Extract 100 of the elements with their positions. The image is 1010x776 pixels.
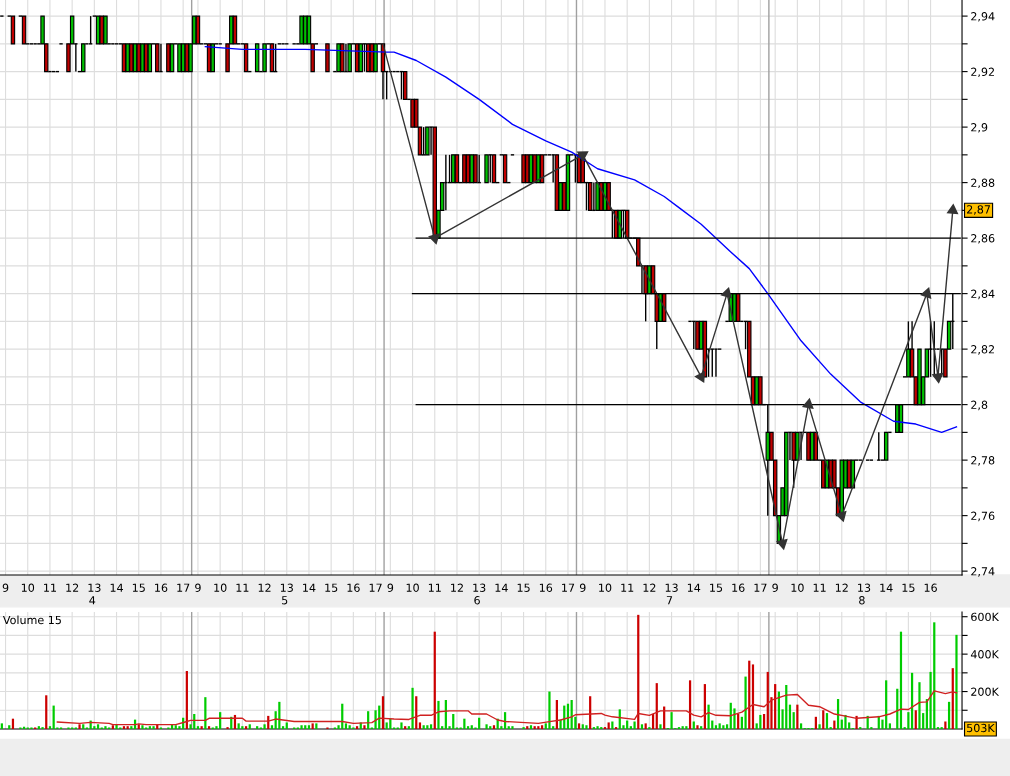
bar: [507, 726, 510, 729]
bar: [452, 714, 455, 729]
bar: [363, 725, 366, 729]
bar: [141, 725, 144, 729]
point: [694, 371, 705, 383]
bar: [126, 726, 129, 729]
y-tick-label: 2,74: [971, 567, 995, 577]
bar: [344, 723, 348, 729]
x-tick-label: 12: [258, 583, 271, 592]
point: [835, 510, 847, 522]
bar: [304, 725, 307, 729]
point: [720, 287, 732, 299]
bar: [311, 723, 314, 729]
bar: [8, 725, 11, 729]
x-tick-label: 16: [155, 583, 168, 592]
bar: [718, 723, 721, 729]
x-tick-label: 9: [2, 583, 9, 592]
bar: [707, 704, 710, 729]
x-tick-label: 12: [66, 583, 79, 592]
x-tick-label: 13: [473, 583, 486, 592]
bar: [822, 710, 825, 729]
x-tick-label: 14: [495, 583, 508, 592]
bar: [122, 726, 126, 729]
bar: [385, 722, 388, 729]
y-tick-label: 2,8: [971, 400, 988, 411]
bar: [577, 723, 581, 729]
bar: [400, 722, 403, 729]
bar: [725, 724, 729, 729]
bar: [681, 726, 684, 729]
bar: [762, 714, 766, 729]
bar: [355, 726, 359, 729]
y-tick-label: 2,88: [971, 178, 995, 189]
bar: [78, 724, 81, 729]
bar: [696, 725, 699, 729]
bar: [888, 723, 891, 729]
y-tick-label: 2,78: [971, 456, 995, 466]
bar: [248, 724, 251, 729]
y-tick-label: 2,76: [971, 511, 995, 522]
bar: [48, 726, 52, 729]
x-tick-label: 14: [687, 583, 701, 592]
x-tick-label: 12: [451, 583, 463, 592]
x-tick-label: 9: [579, 583, 586, 592]
text: 8: [859, 596, 865, 605]
bar: [640, 724, 644, 729]
text: 2,87: [967, 205, 990, 215]
bar: [792, 712, 795, 729]
bar: [526, 726, 529, 729]
bar: [263, 724, 266, 729]
x-tick-label: 17: [754, 583, 767, 592]
y-tick-label: 200K: [971, 687, 1000, 696]
point: [802, 398, 814, 409]
bar: [285, 722, 288, 729]
x-tick-label: 11: [621, 583, 634, 592]
text: 503K: [967, 723, 995, 733]
x-tick-label: 13: [280, 583, 293, 592]
bar: [611, 721, 614, 729]
x-tick-label: 12: [643, 583, 656, 592]
bar: [237, 723, 240, 729]
bar: [540, 725, 544, 729]
bar: [633, 721, 636, 729]
x-tick-label: 9: [387, 583, 394, 592]
bar: [429, 724, 433, 729]
bar: [411, 687, 414, 729]
bar: [722, 725, 725, 729]
bar: [374, 710, 377, 729]
y-tick-label: 2,82: [971, 345, 994, 355]
bar: [82, 724, 85, 729]
x-tick-label: 11: [428, 583, 441, 592]
bar: [207, 726, 211, 729]
x-tick-label: 9: [195, 583, 201, 592]
x-tick-label: 11: [236, 583, 249, 592]
bar: [315, 723, 318, 729]
bar: [548, 691, 551, 729]
x-tick-label: 15: [517, 583, 530, 592]
line-series: [56, 690, 958, 726]
bar: [744, 676, 747, 729]
bar: [529, 725, 533, 729]
bar: [907, 712, 910, 729]
bar: [244, 726, 248, 729]
x-tick-label: 10: [791, 583, 804, 592]
bar: [492, 725, 496, 729]
x-tick-label: 13: [858, 583, 871, 592]
bar: [818, 724, 821, 729]
bar: [466, 726, 470, 729]
x-tick-label: 12: [835, 583, 848, 592]
bar: [104, 726, 107, 729]
text: 7: [666, 596, 673, 605]
x-tick-label: 15: [710, 583, 723, 592]
bar: [270, 725, 274, 729]
text: 4: [89, 596, 96, 605]
y-tick-label: 2,84: [971, 289, 995, 300]
x-tick-label: 15: [902, 583, 915, 592]
bar: [281, 726, 285, 729]
point: [947, 204, 959, 215]
bar: [422, 725, 425, 729]
x-tick-label: 16: [924, 583, 937, 592]
bar: [196, 726, 200, 729]
point: [428, 233, 440, 245]
bar: [200, 726, 203, 729]
x-tick-label: 17: [562, 583, 575, 592]
